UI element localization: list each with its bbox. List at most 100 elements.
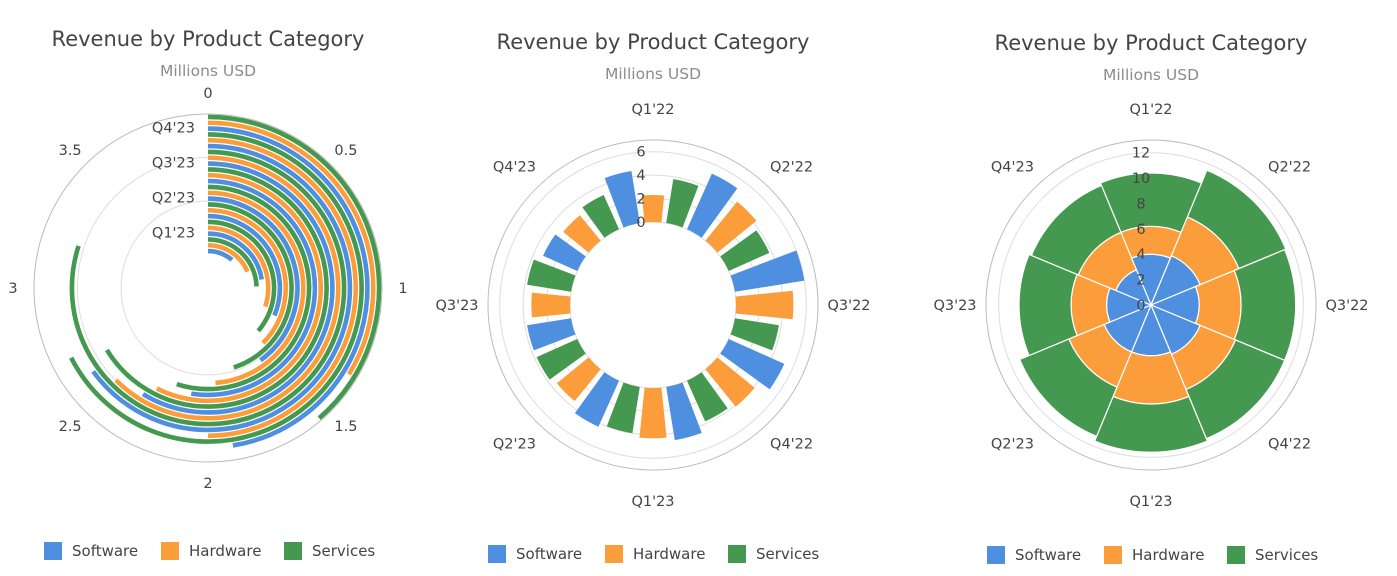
angular-tick-label: 0: [203, 86, 212, 102]
bar-hardware-q1-23[interactable]: [639, 387, 667, 439]
bar-software-q4-23[interactable]: [207, 126, 370, 448]
hole-circle: [569, 221, 737, 389]
grid-circle: [499, 151, 807, 459]
category-label: Q3'23: [435, 298, 478, 314]
bar-hardware-q4-22[interactable]: [207, 190, 306, 386]
legend-swatch-hardware[interactable]: [605, 545, 623, 563]
bar-services-q3-23[interactable]: [1018, 253, 1078, 357]
legend-label-software[interactable]: Software: [72, 542, 138, 560]
legend-label-services[interactable]: Services: [756, 545, 819, 563]
legend: Software Hardware Services: [488, 545, 819, 563]
bar-hardware-q4-23[interactable]: [563, 215, 601, 253]
bar-hardware-q1-22[interactable]: [641, 195, 665, 223]
bar-services-q2-23[interactable]: [536, 338, 586, 380]
legend-label-hardware[interactable]: Hardware: [189, 542, 261, 560]
bar-hardware-q2-23[interactable]: [556, 357, 601, 402]
bar-software-q2-22[interactable]: [686, 173, 738, 238]
legend-label-hardware[interactable]: Hardware: [633, 545, 705, 563]
bar-software-q1-22[interactable]: [207, 248, 234, 262]
angular-tick-label: 3: [8, 281, 17, 297]
bar-hardware-q4-23[interactable]: [207, 120, 376, 376]
legend-label-hardware[interactable]: Hardware: [1132, 546, 1204, 564]
radial-tick-label: 12: [1132, 146, 1150, 162]
bar-services-q1-23[interactable]: [104, 167, 329, 409]
angular-tick-label: 3.5: [59, 143, 82, 159]
legend-swatch-services[interactable]: [284, 542, 302, 560]
bar-software-q3-22[interactable]: [207, 213, 283, 317]
bar-software-q2-22[interactable]: [207, 231, 265, 280]
category-label: Q1'22: [631, 102, 674, 118]
bar-hardware-q2-22[interactable]: [705, 201, 757, 253]
bar-software-q3-23[interactable]: [91, 143, 353, 433]
bar-services-q4-22[interactable]: [176, 184, 312, 392]
bar-services-q2-23[interactable]: [69, 149, 347, 427]
category-label: Q4'22: [1268, 437, 1311, 453]
legend-swatch-hardware[interactable]: [1104, 546, 1122, 564]
bar-services-q2-22[interactable]: [207, 219, 277, 333]
bar-services-q2-22[interactable]: [1186, 169, 1287, 270]
bar-services-q1-22[interactable]: [666, 179, 699, 228]
bar-software-q1-23[interactable]: [666, 382, 702, 441]
legend-swatch-software[interactable]: [44, 542, 62, 560]
bar-software-q3-22[interactable]: [730, 250, 805, 292]
bar-hardware-q1-22[interactable]: [207, 242, 250, 273]
bar-software-q1-22[interactable]: [604, 171, 640, 228]
legend-swatch-hardware[interactable]: [161, 542, 179, 560]
bar-services-q4-22[interactable]: [686, 372, 728, 422]
bar-hardware-q1-23[interactable]: [155, 172, 323, 404]
bar-software-q4-23[interactable]: [543, 234, 586, 272]
bar-services-q2-22[interactable]: [720, 230, 770, 272]
bar-hardware-q3-22[interactable]: [207, 207, 289, 345]
bar-hardware-q4-22[interactable]: [705, 357, 755, 407]
bar-services-q1-23[interactable]: [1093, 395, 1209, 453]
legend-swatch-software[interactable]: [488, 545, 506, 563]
bar-hardware-q2-22[interactable]: [207, 225, 271, 308]
bar-services-q3-22[interactable]: [207, 202, 294, 370]
category-label: Q4'22: [770, 437, 813, 453]
bar-services-q1-22[interactable]: [207, 237, 259, 287]
angular-tick-label: 2.5: [59, 419, 82, 435]
bar-services-q3-23[interactable]: [527, 259, 576, 292]
radial-tick-label: 0: [1136, 298, 1145, 314]
bar-software-q4-22[interactable]: [720, 338, 785, 390]
polar-frame: [985, 139, 1317, 471]
bar-software-q2-23[interactable]: [574, 372, 620, 427]
category-label: Q2'22: [1268, 159, 1311, 175]
bar-services-q3-22[interactable]: [730, 318, 779, 351]
radial-tick-label: 2: [636, 192, 645, 208]
bar-hardware-q3-22[interactable]: [735, 290, 794, 320]
bar-hardware-q3-23[interactable]: [207, 137, 359, 439]
category-label: Q4'23: [493, 159, 536, 175]
angular-tick-label: 1: [398, 281, 407, 297]
bar-services-q2-23[interactable]: [1018, 338, 1118, 438]
radial-tick-label: Q2'23: [152, 191, 195, 207]
stacked-polar-bar-chart: Revenue by Product Category Millions USD…: [933, 31, 1369, 564]
bar-services-q4-23[interactable]: [1030, 184, 1122, 276]
legend-label-services[interactable]: Services: [312, 542, 375, 560]
bar-software-q4-22[interactable]: [207, 196, 300, 363]
legend-label-software[interactable]: Software: [516, 545, 582, 563]
bar-software-q2-23[interactable]: [141, 161, 335, 415]
legend-label-services[interactable]: Services: [1255, 546, 1318, 564]
bar-services-q4-23[interactable]: [207, 114, 382, 420]
category-label: Q3'22: [1325, 298, 1368, 314]
radial-tick-label: Q4'23: [152, 121, 195, 137]
legend-swatch-software[interactable]: [987, 546, 1005, 564]
radial-bar-chart: Revenue by Product Category Millions USD…: [8, 27, 408, 560]
bar-services-q3-23[interactable]: [69, 132, 364, 444]
polar-bar-chart: Revenue by Product Category Millions USD…: [435, 30, 871, 563]
legend-swatch-services[interactable]: [1227, 546, 1245, 564]
plot-area: Q1'22 Q2'22 Q3'22 Q4'22 Q1'23 Q2'23 Q3'23 Q4'23…: [933, 102, 1368, 510]
legend-swatch-services[interactable]: [728, 545, 746, 563]
grid-circle: [120, 200, 296, 376]
bar-services-q1-23[interactable]: [606, 382, 640, 434]
bar-software-q1-23[interactable]: [190, 178, 318, 398]
legend-label-software[interactable]: Software: [1015, 546, 1081, 564]
category-label: Q3'22: [827, 298, 870, 314]
grid-circle: [998, 152, 1304, 458]
bar-hardware-q2-23[interactable]: [114, 155, 341, 421]
bar-software-q3-23[interactable]: [527, 318, 576, 351]
bar-hardware-q3-23[interactable]: [531, 292, 571, 318]
bar-services-q4-23[interactable]: [582, 195, 620, 238]
